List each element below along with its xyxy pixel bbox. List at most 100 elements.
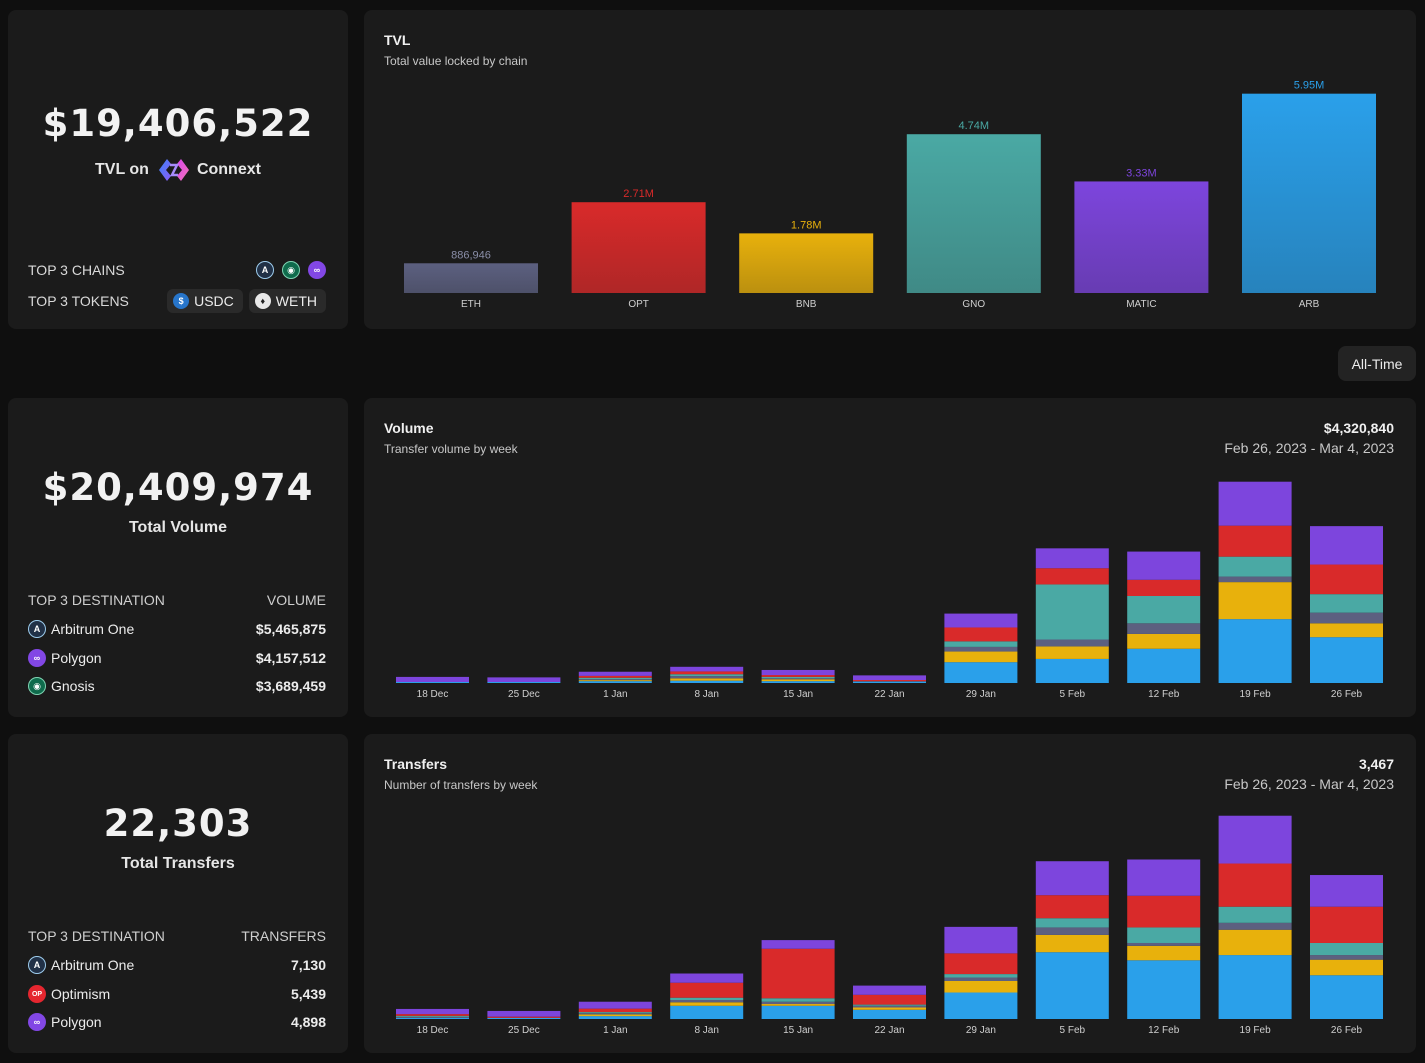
transfers-bar-segment-eth[interactable] — [944, 977, 1018, 981]
volume-bar-segment-bnb[interactable] — [1218, 582, 1292, 620]
volume-bar-segment-matic[interactable] — [1035, 548, 1109, 569]
transfers-bar-segment-eth[interactable] — [396, 1016, 469, 1018]
transfers-bar-segment-matic[interactable] — [487, 1010, 561, 1017]
transfers-bar-segment-eth[interactable] — [1218, 922, 1292, 930]
transfers-bar-segment-bnb[interactable] — [761, 1004, 835, 1006]
transfers-bar-segment-arb[interactable] — [670, 1005, 744, 1019]
transfers-bar-segment-matic[interactable] — [761, 940, 835, 949]
transfers-bar-segment-gno[interactable] — [761, 998, 835, 1002]
transfers-bar-segment-arb[interactable] — [487, 1017, 561, 1019]
volume-bar-segment-gno[interactable] — [761, 676, 835, 679]
volume-bar-segment-matic[interactable] — [578, 671, 652, 676]
volume-bar-segment-eth[interactable] — [944, 646, 1018, 652]
transfers-bar-segment-gno[interactable] — [1127, 927, 1201, 943]
volume-bar-segment-bnb[interactable] — [1310, 623, 1383, 638]
volume-bar-segment-opt[interactable] — [1035, 568, 1109, 585]
transfers-bar-segment-arb[interactable] — [1218, 955, 1292, 1019]
transfers-bar-segment-eth[interactable] — [1127, 942, 1201, 946]
volume-bar-segment-arb[interactable] — [487, 682, 561, 683]
tvl-bar-matic[interactable] — [1074, 181, 1209, 293]
transfers-bar-segment-bnb[interactable] — [1035, 934, 1109, 953]
volume-bar-segment-opt[interactable] — [1218, 525, 1292, 557]
volume-bar-segment-arb[interactable] — [578, 681, 652, 683]
volume-bar-segment-eth[interactable] — [1218, 576, 1292, 583]
token-chip-usdc[interactable]: $ USDC — [167, 289, 243, 313]
volume-bar-segment-arb[interactable] — [1218, 619, 1292, 683]
volume-bar-segment-opt[interactable] — [1310, 564, 1383, 595]
volume-bar-segment-arb[interactable] — [670, 680, 744, 683]
volume-bar-segment-arb[interactable] — [1127, 648, 1201, 683]
volume-bar-segment-bnb[interactable] — [761, 679, 835, 682]
volume-bar-segment-matic[interactable] — [761, 669, 835, 676]
gnosis-icon[interactable]: ◉ — [282, 261, 300, 279]
transfers-bar-segment-opt[interactable] — [1127, 895, 1201, 928]
transfers-bar-segment-eth[interactable] — [1310, 955, 1383, 960]
volume-bar-segment-opt[interactable] — [944, 627, 1018, 642]
volume-bar-segment-arb[interactable] — [761, 681, 835, 683]
volume-bar-segment-matic[interactable] — [487, 677, 561, 682]
transfers-bar-segment-gno[interactable] — [853, 1004, 926, 1006]
transfers-bar-segment-arb[interactable] — [1035, 952, 1109, 1019]
transfers-bar-segment-eth[interactable] — [670, 999, 744, 1003]
tvl-bar-gno[interactable] — [906, 134, 1041, 293]
transfers-bar-segment-arb[interactable] — [1310, 975, 1383, 1019]
volume-bar-segment-bnb[interactable] — [670, 678, 744, 681]
transfers-bar-segment-opt[interactable] — [1310, 906, 1383, 943]
transfers-bar-segment-opt[interactable] — [578, 1008, 652, 1013]
volume-bar-segment-arb[interactable] — [853, 682, 926, 683]
volume-bar-segment-matic[interactable] — [1127, 551, 1201, 580]
volume-bar-segment-opt[interactable] — [670, 671, 744, 675]
volume-bar-segment-matic[interactable] — [853, 675, 926, 680]
transfers-bar-segment-gno[interactable] — [1035, 918, 1109, 928]
tvl-bar-eth[interactable] — [404, 263, 538, 293]
volume-bar-segment-gno[interactable] — [1310, 594, 1383, 613]
volume-bar-segment-eth[interactable] — [578, 679, 652, 681]
volume-bar-segment-bnb[interactable] — [1127, 633, 1201, 649]
transfers-bar-segment-matic[interactable] — [853, 985, 926, 995]
transfers-bar-segment-opt[interactable] — [761, 948, 835, 999]
transfers-bar-segment-matic[interactable] — [578, 1001, 652, 1009]
transfers-bar-segment-arb[interactable] — [578, 1016, 652, 1019]
transfers-bar-segment-bnb[interactable] — [853, 1007, 926, 1010]
tvl-bar-bnb[interactable] — [739, 233, 874, 293]
volume-bar-segment-opt[interactable] — [578, 675, 652, 678]
polygon-icon[interactable]: ∞ — [308, 261, 326, 279]
volume-bar-segment-arb[interactable] — [1035, 658, 1109, 683]
transfers-bar-segment-bnb[interactable] — [1310, 959, 1383, 976]
volume-bar-segment-opt[interactable] — [853, 680, 926, 681]
volume-bar-segment-eth[interactable] — [670, 676, 744, 679]
transfers-bar-segment-gno[interactable] — [1218, 906, 1292, 923]
tvl-bar-opt[interactable] — [571, 202, 706, 293]
transfers-bar-segment-eth[interactable] — [578, 1013, 652, 1015]
transfers-bar-segment-arb[interactable] — [853, 1009, 926, 1019]
transfers-bar-segment-eth[interactable] — [761, 1001, 835, 1005]
transfers-bar-segment-opt[interactable] — [487, 1016, 561, 1018]
transfers-bar-segment-eth[interactable] — [1035, 927, 1109, 935]
volume-bar-segment-matic[interactable] — [944, 613, 1018, 628]
transfers-bar-segment-opt[interactable] — [670, 982, 744, 998]
transfers-bar-segment-arb[interactable] — [944, 992, 1018, 1019]
transfers-bar-segment-matic[interactable] — [944, 926, 1018, 954]
volume-bar-segment-eth[interactable] — [1035, 639, 1109, 647]
volume-bar-segment-arb[interactable] — [1310, 637, 1383, 683]
volume-bar-segment-bnb[interactable] — [944, 651, 1018, 663]
transfers-bar-segment-bnb[interactable] — [1127, 945, 1201, 961]
transfers-bar-segment-gno[interactable] — [396, 1015, 469, 1017]
transfers-bar-segment-gno[interactable] — [944, 974, 1018, 978]
transfers-bar-segment-arb[interactable] — [396, 1017, 469, 1019]
volume-bar-segment-bnb[interactable] — [1035, 646, 1109, 659]
volume-bar-segment-gno[interactable] — [1218, 556, 1292, 577]
volume-bar-segment-matic[interactable] — [396, 676, 469, 682]
transfers-bar-segment-opt[interactable] — [396, 1014, 469, 1016]
time-range-button[interactable]: All-Time — [1338, 346, 1416, 381]
transfers-bar-segment-eth[interactable] — [853, 1005, 926, 1008]
volume-bar-segment-gno[interactable] — [944, 641, 1018, 647]
transfers-bar-segment-opt[interactable] — [853, 994, 926, 1005]
transfers-bar-segment-matic[interactable] — [1035, 861, 1109, 896]
transfers-bar-segment-arb[interactable] — [1127, 960, 1201, 1019]
transfers-bar-segment-gno[interactable] — [1310, 942, 1383, 956]
transfers-bar-segment-matic[interactable] — [1310, 875, 1383, 907]
arbitrum-icon[interactable]: A — [256, 261, 274, 279]
tvl-bar-arb[interactable] — [1242, 93, 1376, 293]
volume-bar-segment-matic[interactable] — [1310, 526, 1383, 565]
